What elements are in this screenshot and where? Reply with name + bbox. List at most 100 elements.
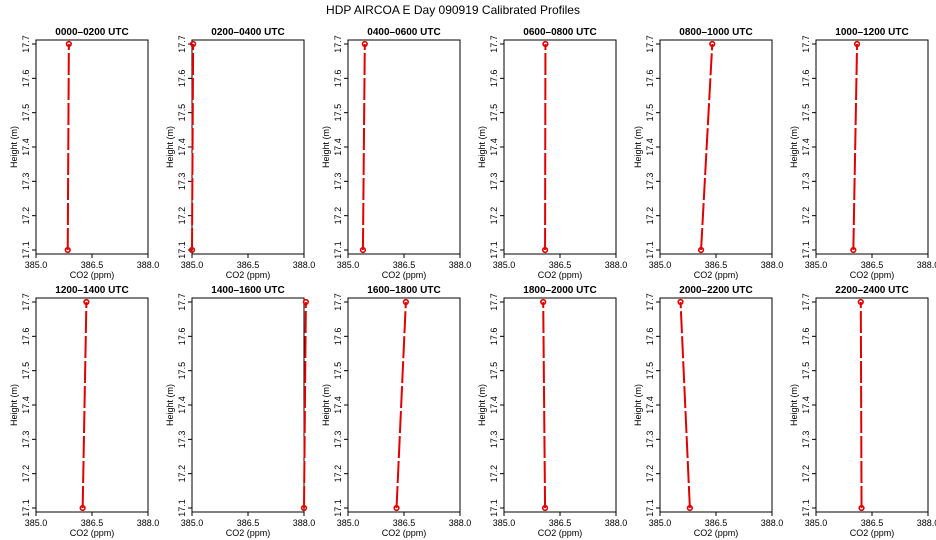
x-tick-label: 388.0 bbox=[761, 260, 784, 270]
y-tick-label: 17.1 bbox=[801, 241, 811, 259]
data-point bbox=[541, 246, 549, 254]
plot-frame bbox=[35, 39, 149, 255]
y-tick-label: 17.5 bbox=[177, 104, 187, 122]
profile-line bbox=[395, 301, 407, 509]
y-tick-label: 17.6 bbox=[645, 328, 655, 346]
y-tick-label: 17.5 bbox=[333, 104, 343, 122]
y-tick-label: 17.5 bbox=[21, 104, 31, 122]
y-axis-label: Height (m) bbox=[789, 126, 799, 168]
panel-title: 0600–0800 UTC bbox=[523, 27, 596, 38]
y-tick-label: 17.4 bbox=[21, 396, 31, 414]
x-tick-label: 386.5 bbox=[81, 260, 104, 270]
data-point bbox=[542, 40, 549, 48]
y-tick-label: 17.7 bbox=[177, 293, 187, 311]
y-tick-label: 17.4 bbox=[489, 396, 499, 414]
plot-frame bbox=[503, 297, 617, 513]
x-tick-label: 388.0 bbox=[605, 518, 628, 528]
y-axis-label: Height (m) bbox=[789, 384, 799, 426]
y-tick-label: 17.6 bbox=[489, 328, 499, 346]
panel-7: 1200–1400 UTC 385.0 386.5 388.0 17.1 17.2 17.3… bbox=[9, 285, 159, 538]
x-tick-label: 386.5 bbox=[237, 518, 260, 528]
panel-title: 1000–1200 UTC bbox=[835, 27, 908, 38]
x-tick-label: 386.5 bbox=[861, 518, 884, 528]
y-tick-label: 17.3 bbox=[21, 431, 31, 449]
x-tick-label: 388.0 bbox=[449, 518, 472, 528]
x-tick-label: 388.0 bbox=[917, 518, 936, 528]
panel-title: 2000–2200 UTC bbox=[679, 285, 752, 296]
y-axis-label: Height (m) bbox=[9, 384, 19, 426]
y-tick-label: 17.7 bbox=[21, 293, 31, 311]
y-tick-label: 17.2 bbox=[333, 465, 343, 483]
profile-line bbox=[679, 301, 691, 509]
plot-frame bbox=[659, 39, 773, 255]
data-point bbox=[393, 504, 400, 512]
y-tick-label: 17.2 bbox=[489, 207, 499, 225]
y-axis-label: Height (m) bbox=[321, 384, 331, 426]
y-tick-label: 17.2 bbox=[645, 207, 655, 225]
y-tick-label: 17.7 bbox=[801, 293, 811, 311]
data-point bbox=[857, 298, 864, 306]
y-tick-label: 17.5 bbox=[21, 362, 31, 380]
y-tick-label: 17.6 bbox=[177, 328, 187, 346]
panel-title: 2200–2400 UTC bbox=[835, 285, 908, 296]
y-tick-label: 17.5 bbox=[177, 362, 187, 380]
y-tick-label: 17.6 bbox=[333, 328, 343, 346]
y-tick-label: 17.5 bbox=[489, 104, 499, 122]
y-tick-label: 17.4 bbox=[645, 396, 655, 414]
y-tick-label: 17.1 bbox=[177, 499, 187, 517]
data-point bbox=[188, 246, 196, 254]
profile-line bbox=[361, 43, 366, 251]
plot-frame bbox=[35, 297, 149, 513]
x-tick-label: 388.0 bbox=[137, 518, 160, 528]
data-point bbox=[361, 40, 368, 48]
data-point bbox=[686, 504, 693, 512]
y-axis-label: Height (m) bbox=[9, 126, 19, 168]
y-tick-label: 17.2 bbox=[801, 207, 811, 225]
x-tick-label: 386.5 bbox=[549, 518, 572, 528]
panel-5: 0800–1000 UTC 385.0 386.5 388.0 17.1 17.2 17.3… bbox=[633, 27, 783, 280]
y-tick-label: 17.7 bbox=[645, 293, 655, 311]
profile-line bbox=[700, 43, 714, 251]
y-tick-label: 17.3 bbox=[801, 431, 811, 449]
profile-line bbox=[66, 43, 70, 251]
y-tick-label: 17.7 bbox=[801, 35, 811, 53]
plot-frame bbox=[815, 297, 929, 513]
x-tick-label: 385.0 bbox=[181, 260, 204, 270]
y-tick-label: 17.7 bbox=[489, 293, 499, 311]
y-tick-label: 17.3 bbox=[801, 173, 811, 191]
y-axis-label: Height (m) bbox=[165, 384, 175, 426]
x-axis-label: CO2 (ppm) bbox=[70, 270, 115, 280]
x-axis-label: CO2 (ppm) bbox=[538, 270, 583, 280]
y-tick-label: 17.2 bbox=[645, 465, 655, 483]
data-point bbox=[677, 298, 684, 306]
x-axis-label: CO2 (ppm) bbox=[382, 528, 427, 538]
y-tick-label: 17.6 bbox=[801, 70, 811, 88]
y-tick-label: 17.3 bbox=[177, 173, 187, 191]
y-tick-label: 17.6 bbox=[333, 70, 343, 88]
panel-title: 0800–1000 UTC bbox=[679, 27, 752, 38]
data-point bbox=[541, 504, 549, 512]
x-tick-label: 388.0 bbox=[449, 260, 472, 270]
panel-title: 0000–0200 UTC bbox=[55, 27, 128, 38]
x-tick-label: 386.5 bbox=[237, 260, 260, 270]
plot-frame bbox=[659, 297, 773, 513]
y-tick-label: 17.2 bbox=[21, 465, 31, 483]
x-tick-label: 385.0 bbox=[25, 518, 48, 528]
y-tick-label: 17.1 bbox=[333, 241, 343, 259]
data-point bbox=[65, 40, 72, 48]
y-tick-label: 17.3 bbox=[177, 431, 187, 449]
data-point bbox=[302, 298, 309, 306]
y-tick-label: 17.2 bbox=[489, 465, 499, 483]
figure-title: HDP AIRCOA E Day 090919 Calibrated Profi… bbox=[326, 3, 580, 17]
x-tick-label: 385.0 bbox=[649, 260, 672, 270]
panel-title: 1600–1800 UTC bbox=[367, 285, 440, 296]
y-tick-label: 17.5 bbox=[801, 362, 811, 380]
x-tick-label: 386.5 bbox=[549, 260, 572, 270]
y-tick-label: 17.1 bbox=[801, 499, 811, 517]
y-tick-label: 17.3 bbox=[645, 431, 655, 449]
y-tick-label: 17.1 bbox=[333, 499, 343, 517]
x-axis-label: CO2 (ppm) bbox=[850, 270, 895, 280]
y-tick-label: 17.2 bbox=[333, 207, 343, 225]
data-point bbox=[79, 504, 86, 512]
y-tick-label: 17.3 bbox=[489, 173, 499, 191]
